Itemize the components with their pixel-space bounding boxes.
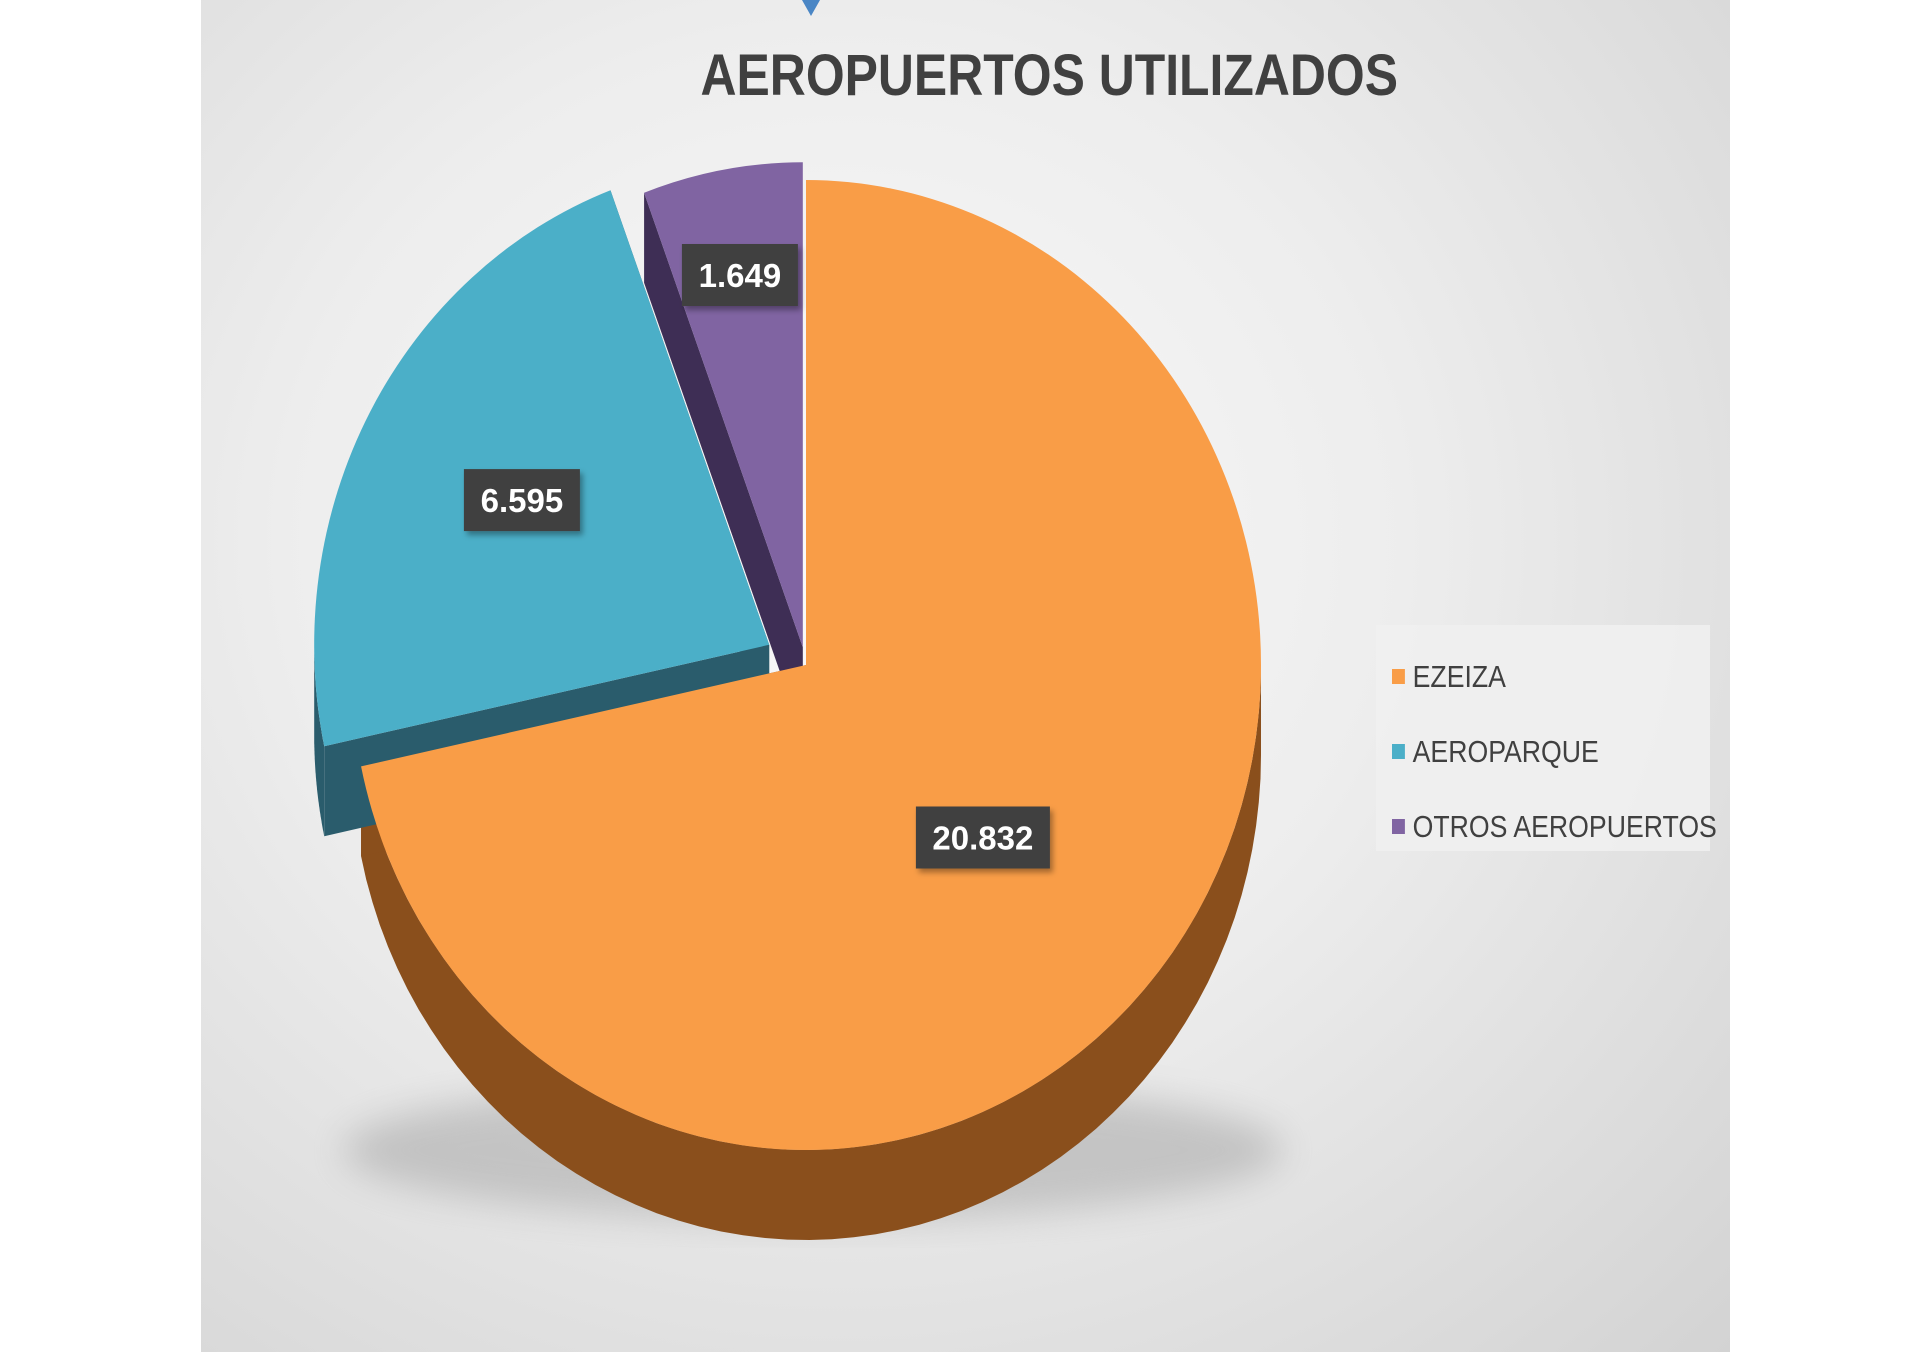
pie-slice-wall-ezeiza [361,665,1262,1240]
legend-swatch-aeroparque [1392,744,1405,759]
pie-labels-layer: 20.832 6.595 1.649 [463,244,1050,869]
data-label-box-aeroparque [463,469,580,532]
legend-item-otros-aeropuertos: OTROS AEROPUERTOS [1392,789,1717,864]
arrow-down-icon [802,0,820,16]
pie-slice-aeroparque [314,190,770,747]
legend-label-aeroparque: AEROPARQUE [1412,733,1599,769]
legend-label-otros-aeropuertos: OTROS AEROPUERTOS [1412,808,1717,844]
legend-item-ezeiza: EZEIZA [1392,639,1665,714]
legend-swatch-otros-aeropuertos [1392,819,1405,834]
data-label-text-otros-aeropuertos: 1.649 [699,257,782,294]
legend: EZEIZA AEROPARQUE OTROS AEROPUERTOS [1376,625,1717,851]
pie-slice-side-otros-aeropuertos [644,192,803,738]
pie-slices-layer [314,162,1262,1240]
pie-slice-wall-aeroparque [314,644,325,837]
pie-slice-ezeiza [361,180,1262,1150]
data-label-otros-aeropuertos: 1.649 [681,244,798,306]
data-label-text-ezeiza: 20.832 [932,820,1033,857]
chart-title: AEROPUERTOS UTILIZADOS [700,43,1398,108]
legend-item-aeroparque: AEROPARQUE [1392,714,1665,789]
pie-chart: 20.832 6.595 1.649 [314,162,1283,1240]
data-label-aeroparque: 6.595 [463,469,580,532]
legend-label-ezeiza: EZEIZA [1412,658,1506,694]
data-label-ezeiza: 20.832 [915,806,1050,869]
legend-swatch-ezeiza [1392,669,1405,684]
chart-panel: AEROPUERTOS UTILIZADOS 20.832 6.595 1.649 … [201,0,1730,1352]
data-label-box-ezeiza [915,806,1050,869]
data-label-text-aeroparque: 6.595 [481,482,564,519]
data-label-box-otros-aeropuertos [681,244,798,306]
pie-slice-cut-otros-aeropuertos-0 [644,192,803,738]
